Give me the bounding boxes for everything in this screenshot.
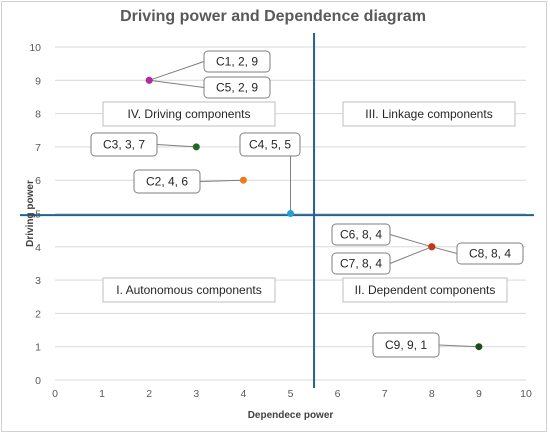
y-tick-label: 9 xyxy=(35,75,41,87)
x-tick-label: 7 xyxy=(382,388,388,400)
y-tick-label: 0 xyxy=(35,375,41,387)
y-tick-label: 8 xyxy=(35,109,41,121)
axis-ticks: 012345678910012345678910 xyxy=(29,42,532,400)
chart-title: Driving power and Dependence diagram xyxy=(120,8,426,25)
data-label-box xyxy=(203,76,271,99)
data-label: C3, 3, 7 xyxy=(103,138,145,152)
y-axis-title: Driving power xyxy=(25,180,36,247)
data-label-box xyxy=(90,132,158,157)
x-tick-label: 2 xyxy=(146,388,152,400)
data-label-box xyxy=(239,132,301,157)
data-point xyxy=(145,76,153,84)
zone-box xyxy=(342,101,516,127)
leader-line xyxy=(389,246,432,264)
data-label: C1, 2, 9 xyxy=(216,55,258,69)
y-tick-label: 10 xyxy=(29,42,41,54)
x-tick-label: 9 xyxy=(476,388,482,400)
data-point xyxy=(192,143,200,151)
quadrant-dividers xyxy=(20,33,534,388)
data-point xyxy=(475,343,483,351)
x-tick-label: 0 xyxy=(52,388,58,400)
leader-line xyxy=(199,179,244,182)
leader-lines xyxy=(149,61,479,348)
x-tick-label: 1 xyxy=(99,388,105,400)
zone-box xyxy=(342,277,508,303)
data-label: C2, 4, 6 xyxy=(146,175,188,189)
data-label-box xyxy=(331,223,391,246)
data-label-box xyxy=(456,242,524,265)
leader-line xyxy=(149,79,205,88)
zone-box xyxy=(102,277,276,303)
data-label-box xyxy=(133,169,201,194)
data-points xyxy=(145,76,483,351)
y-tick-label: 1 xyxy=(35,342,41,354)
data-label: C9, 9, 1 xyxy=(385,338,427,352)
data-point xyxy=(287,210,294,217)
zone-label: III. Linkage components xyxy=(365,107,492,121)
x-tick-label: 3 xyxy=(193,388,199,400)
leader-line xyxy=(431,246,458,254)
data-label: C6, 8, 4 xyxy=(340,228,382,242)
y-tick-label: 7 xyxy=(35,142,41,154)
zone-box xyxy=(102,101,276,127)
x-tick-label: 6 xyxy=(335,388,341,400)
zone-label: II. Dependent components xyxy=(355,283,496,297)
data-label: C7, 8, 4 xyxy=(340,257,382,271)
leader-line xyxy=(389,234,432,248)
zone-labels: IV. Driving components III. Linkage compo… xyxy=(102,101,516,303)
data-label: C5, 2, 9 xyxy=(216,81,258,95)
y-tick-label: 4 xyxy=(35,242,41,254)
leader-line xyxy=(156,144,197,148)
leader-line xyxy=(149,61,205,81)
data-label-box xyxy=(372,332,440,358)
data-label: C8, 8, 4 xyxy=(469,247,511,261)
zone-label: I. Autonomous components xyxy=(116,283,261,297)
data-label: C4, 5, 5 xyxy=(249,138,291,152)
x-tick-label: 8 xyxy=(429,388,435,400)
data-labels: C1, 2, 9 C5, 2, 9 C3, 3, 7 C2, 4, 6 C4, 5, 5… xyxy=(90,50,524,358)
x-tick-label: 4 xyxy=(240,388,246,400)
y-tick-label: 3 xyxy=(35,275,41,287)
leader-line xyxy=(438,344,479,348)
data-label-box xyxy=(203,50,271,73)
data-label-box xyxy=(331,252,391,275)
y-tick-label: 2 xyxy=(35,308,41,320)
zone-label: IV. Driving components xyxy=(128,107,251,121)
x-tick-label: 5 xyxy=(288,388,294,400)
data-point xyxy=(428,243,436,251)
data-point xyxy=(239,176,247,184)
x-tick-label: 10 xyxy=(520,388,532,400)
x-axis-title: Dependece power xyxy=(248,410,334,421)
y-tick-label: 6 xyxy=(35,175,41,187)
